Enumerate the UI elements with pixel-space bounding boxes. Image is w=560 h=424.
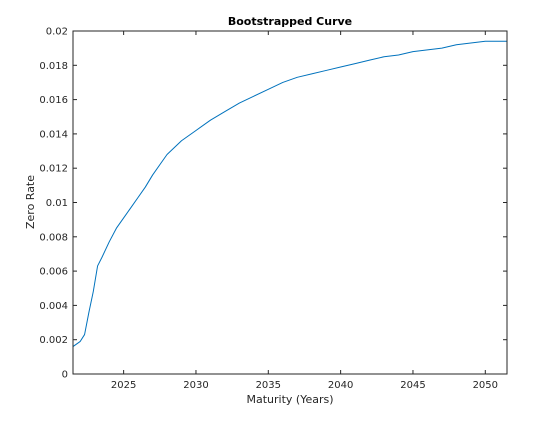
x-tick-label: 2050 (473, 380, 498, 391)
y-tick-label: 0.006 (39, 267, 68, 278)
x-tick-label: 2035 (256, 380, 281, 391)
x-tick-label: 2040 (328, 380, 353, 391)
y-tick-label: 0 (62, 370, 68, 381)
series-layer (72, 40, 508, 348)
plot-area (73, 31, 507, 374)
y-tick-label: 0.002 (39, 335, 68, 346)
y-tick-label: 0.02 (46, 27, 68, 38)
y-tick-label: 0.01 (46, 198, 68, 209)
y-tick-label: 0.004 (39, 301, 68, 312)
y-axis: 0 0.002 0.004 0.006 0.008 0.01 0.012 0.014 0.016… (39, 27, 507, 381)
x-tick-label: 2045 (400, 380, 425, 391)
x-tick-label: 2025 (111, 380, 136, 391)
y-tick-label: 0.018 (39, 61, 68, 72)
y-tick-label: 0.012 (39, 164, 68, 175)
x-axis: 2025 2030 2035 2040 2045 2050 (111, 31, 498, 391)
x-tick-label: 2030 (183, 380, 208, 391)
y-tick-label: 0.014 (39, 129, 68, 140)
y-axis-label: Zero Rate (24, 175, 37, 229)
series-line (72, 40, 508, 348)
y-tick-label: 0.008 (39, 232, 68, 243)
x-axis-label: Maturity (Years) (246, 393, 333, 406)
chart-title: Bootstrapped Curve (228, 15, 352, 28)
y-tick-label: 0.016 (39, 95, 68, 106)
